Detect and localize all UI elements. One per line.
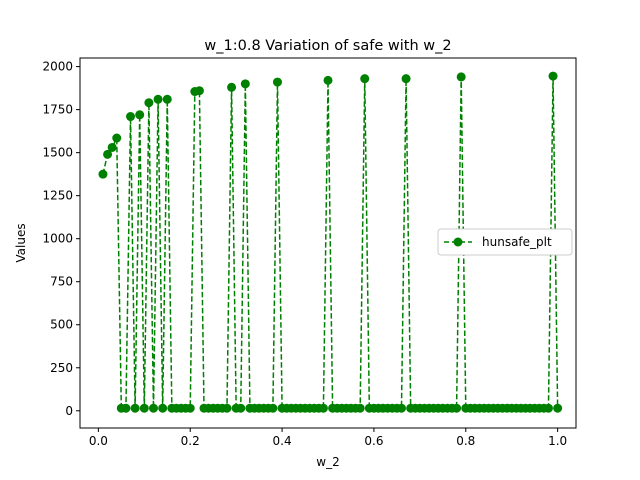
x-axis-label: w_2	[316, 455, 339, 469]
axes-frame	[79, 57, 577, 429]
data-point	[543, 403, 553, 413]
y-tick-label: 1250	[42, 189, 73, 203]
data-point	[456, 72, 466, 82]
data-point	[98, 169, 108, 179]
y-tick-label: 0	[65, 404, 73, 418]
data-point	[139, 403, 149, 413]
data-point	[130, 403, 140, 413]
x-axis: 0.0 0.2 0.4 0.6 0.8 1.0	[89, 428, 567, 448]
data-point	[452, 403, 462, 413]
x-tick-label: 0.2	[181, 434, 200, 448]
legend-label: hunsafe_plt	[482, 235, 552, 249]
x-tick-label: 0.4	[273, 434, 292, 448]
data-point	[148, 403, 158, 413]
data-point	[272, 77, 282, 87]
y-tick-label: 750	[50, 275, 73, 289]
data-point	[227, 82, 237, 92]
plot-area	[98, 71, 563, 413]
x-tick-label: 0.8	[456, 434, 475, 448]
y-axis-label: Values	[14, 223, 28, 262]
legend-box	[437, 228, 573, 256]
data-point	[162, 94, 172, 104]
data-point	[355, 403, 365, 413]
data-point	[268, 403, 278, 413]
data-point	[360, 74, 370, 84]
data-point	[135, 110, 145, 120]
legend: hunsafe_plt	[437, 228, 573, 256]
data-point	[185, 403, 195, 413]
data-point	[126, 112, 136, 122]
data-point	[121, 403, 131, 413]
x-tick-label: 1.0	[548, 434, 567, 448]
y-tick-label: 250	[50, 361, 73, 375]
y-axis: 0 250 500 750 1000 1250 1500 1750 2000	[42, 60, 80, 418]
data-point	[401, 74, 411, 84]
data-point	[222, 403, 232, 413]
data-point	[153, 94, 163, 104]
data-point	[548, 71, 558, 81]
y-tick-label: 1500	[42, 146, 73, 160]
data-point	[107, 142, 117, 152]
data-point	[103, 149, 113, 159]
y-tick-label: 2000	[42, 60, 73, 74]
legend-marker-swatch	[453, 237, 463, 247]
data-point	[396, 403, 406, 413]
data-point	[144, 98, 154, 108]
y-tick-label: 1000	[42, 232, 73, 246]
data-point	[158, 403, 168, 413]
data-point	[318, 403, 328, 413]
data-point	[553, 403, 563, 413]
data-point	[323, 75, 333, 85]
y-tick-label: 1750	[42, 103, 73, 117]
data-point	[194, 86, 204, 96]
data-point	[112, 133, 122, 143]
data-point	[240, 79, 250, 89]
y-tick-label: 500	[50, 318, 73, 332]
data-point	[236, 403, 246, 413]
x-tick-label: 0.6	[364, 434, 383, 448]
chart-title: w_1:0.8 Variation of safe with w_2	[204, 38, 451, 54]
x-tick-label: 0.0	[89, 434, 108, 448]
